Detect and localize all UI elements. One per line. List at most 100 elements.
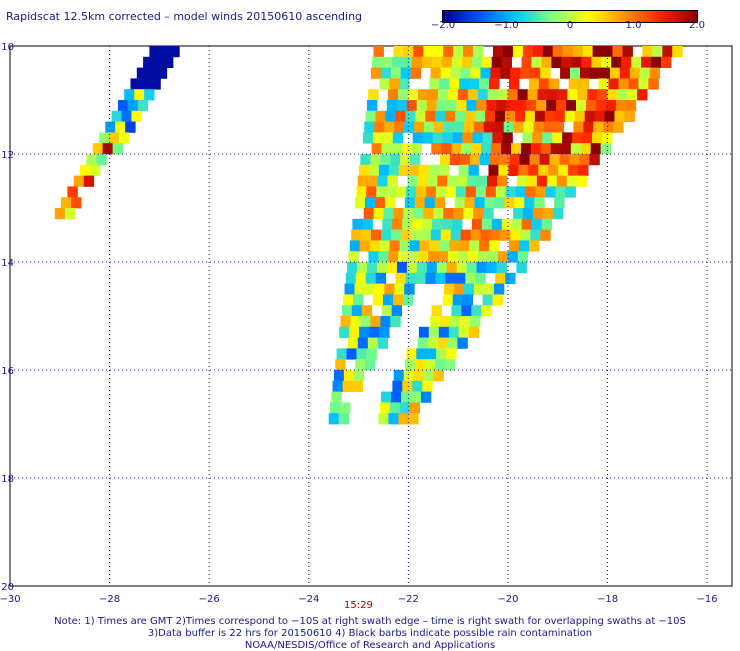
wind-diff-cell	[618, 78, 629, 90]
wind-diff-cell	[420, 229, 432, 241]
wind-diff-cell	[366, 186, 377, 198]
wind-diff-cell	[363, 208, 375, 220]
wind-diff-cell	[438, 164, 450, 176]
wind-diff-cell	[494, 197, 505, 209]
wind-diff-cell	[330, 402, 341, 414]
wind-diff-cell	[481, 143, 492, 155]
wind-diff-cell	[354, 283, 365, 295]
wind-diff-cell	[372, 56, 383, 68]
wind-diff-cell	[617, 89, 628, 101]
wind-diff-cell	[530, 143, 542, 155]
wind-diff-cell	[361, 229, 372, 241]
wind-diff-cell	[477, 89, 489, 101]
wind-diff-cell	[586, 100, 597, 112]
wind-diff-cell	[451, 143, 462, 155]
wind-diff-cell	[473, 208, 484, 220]
wind-diff-cell	[359, 326, 370, 338]
wind-diff-cell	[619, 67, 631, 79]
wind-diff-cell	[362, 132, 374, 144]
wind-diff-cell	[454, 197, 465, 209]
wind-diff-cell	[408, 164, 420, 176]
wind-diff-cell	[355, 197, 366, 209]
wind-diff-cell	[511, 218, 523, 230]
wind-diff-cell	[366, 100, 378, 112]
wind-diff-cell	[404, 283, 415, 295]
wind-diff-cell	[493, 46, 504, 58]
wind-diff-cell	[402, 380, 413, 392]
wind-diff-cell	[551, 56, 562, 68]
wind-diff-cell	[411, 391, 422, 403]
wind-diff-cell	[393, 208, 404, 220]
wind-diff-cell	[437, 89, 449, 101]
wind-diff-cell	[402, 294, 414, 306]
wind-diff-cell	[80, 164, 91, 176]
wind-diff-cell	[481, 218, 493, 230]
wind-diff-cell	[344, 283, 355, 295]
wind-diff-cell	[515, 186, 527, 198]
wind-diff-cell	[357, 262, 368, 274]
wind-diff-cell	[556, 175, 568, 187]
wind-diff-cell	[490, 229, 501, 241]
colorbar-tick-label: 2.0	[689, 20, 705, 31]
wind-diff-cell	[589, 154, 600, 166]
wind-diff-cell	[359, 164, 370, 176]
wind-diff-cell	[489, 240, 500, 252]
wind-diff-cell	[411, 143, 422, 155]
wind-diff-cell	[560, 67, 571, 79]
wind-diff-cell	[530, 67, 541, 79]
wind-diff-cell	[423, 208, 434, 220]
wind-diff-cell	[519, 154, 530, 166]
wind-diff-cell	[449, 154, 461, 166]
wind-diff-cell	[450, 67, 461, 79]
wind-diff-cell	[548, 78, 560, 90]
wind-diff-cell	[510, 229, 521, 241]
wind-diff-cell	[71, 197, 82, 209]
wind-diff-cell	[479, 240, 490, 252]
wind-diff-cell	[426, 348, 437, 360]
wind-diff-cell	[415, 110, 426, 122]
wind-diff-cell	[475, 110, 486, 122]
y-tick-label: −12	[0, 150, 14, 161]
wind-diff-cell	[477, 175, 488, 187]
wind-diff-cell	[426, 100, 438, 112]
wind-diff-cell	[460, 229, 471, 241]
wind-diff-cell	[449, 240, 460, 252]
y-tick-label: −16	[0, 366, 14, 377]
wind-diff-cell	[369, 240, 381, 252]
wind-diff-cell	[468, 326, 480, 338]
wind-diff-cell	[612, 46, 623, 58]
wind-diff-cell	[545, 186, 556, 198]
wind-diff-cell	[573, 121, 584, 133]
wind-diff-cell	[83, 175, 95, 187]
wind-diff-cell	[408, 89, 419, 101]
wind-diff-cell	[471, 56, 483, 68]
wind-diff-cell	[437, 337, 448, 349]
wind-diff-cell	[364, 121, 375, 133]
wind-diff-cell	[476, 262, 487, 274]
wind-diff-cell	[379, 402, 391, 414]
wind-diff-cell	[568, 78, 580, 90]
wind-diff-cell	[440, 154, 451, 166]
wind-diff-cell	[608, 78, 619, 90]
wind-diff-cell	[521, 143, 532, 155]
wind-diff-cell	[477, 251, 489, 263]
wind-diff-cell	[489, 78, 500, 90]
wind-diff-cell	[578, 78, 590, 90]
wind-diff-cell	[396, 186, 407, 198]
wind-diff-cell	[476, 100, 487, 112]
wind-diff-cell	[459, 154, 471, 166]
wind-diff-cell	[61, 197, 72, 209]
wind-diff-cell	[390, 67, 402, 79]
wind-diff-cell	[379, 240, 390, 252]
wind-diff-cell	[356, 186, 367, 198]
wind-diff-cell	[389, 402, 401, 414]
wind-diff-cell	[570, 67, 581, 79]
wind-diff-cell	[568, 164, 579, 176]
wind-diff-cell	[365, 272, 377, 284]
wind-diff-cell	[440, 316, 451, 328]
wind-diff-cell	[600, 143, 611, 155]
wind-diff-cell	[390, 316, 401, 328]
wind-diff-cell	[461, 305, 472, 317]
wind-diff-cell	[422, 380, 433, 392]
wind-diff-cell	[467, 175, 478, 187]
